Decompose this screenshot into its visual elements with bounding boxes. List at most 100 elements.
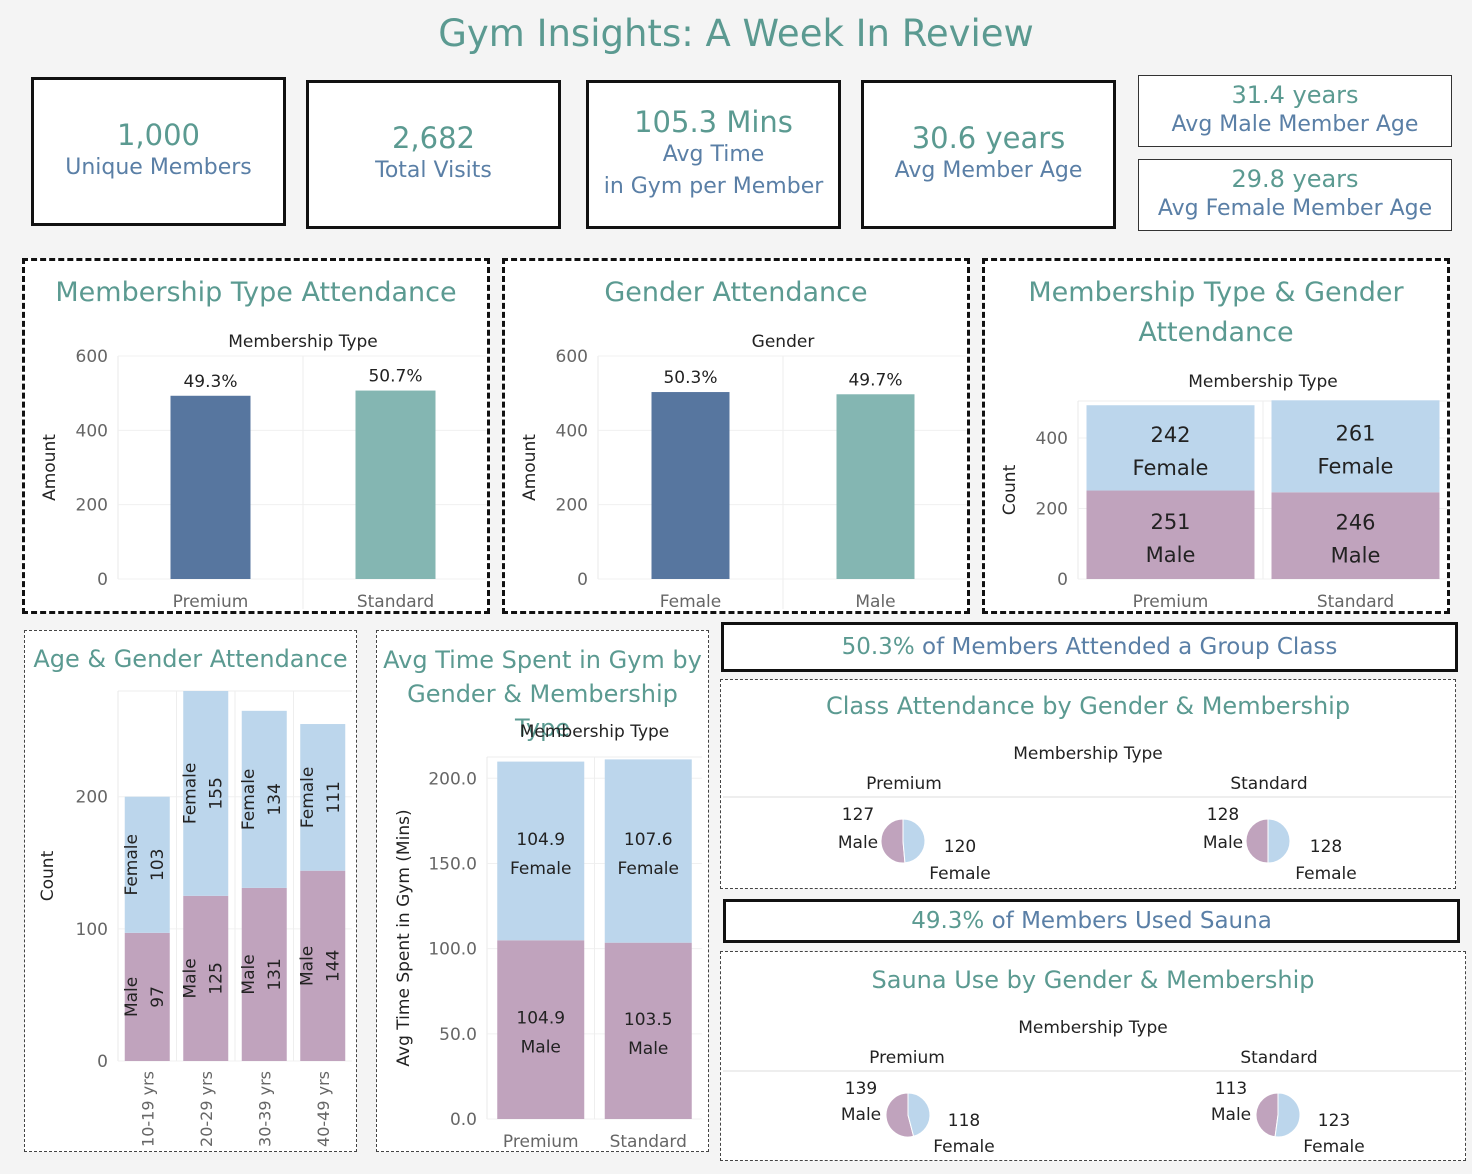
pie-slice-female-standard [1274,1092,1301,1138]
segment-label-value: 155 [207,777,227,809]
slice-value-female: 120 [944,837,976,857]
bar-male [836,394,915,579]
segment-male-40-49-yrs [300,870,346,1061]
y-tick-label: 50.0 [439,1025,477,1045]
segment-label-value: 131 [265,958,285,990]
age-gender-attendance-panel: Age & Gender Attendance 0 100 200 Count Male… [24,630,357,1152]
y-axis-label: Amount [520,434,540,501]
segment-female-standard [604,759,692,943]
segment-label-name: Male [1146,543,1196,567]
sauna-banner: 49.3% of Members Used Sauna [723,899,1460,943]
y-axis-label: Amount [40,434,60,501]
segment-label-value: 134 [265,783,285,815]
pie-slice-male-premium [880,818,906,864]
group-label-premium: Premium [869,1048,945,1068]
slice-name-female: Female [933,1137,994,1157]
y-tick-label: 200 [556,496,588,516]
y-tick-label: 200.0 [428,769,477,789]
kpi-label: Avg Time [662,142,765,167]
y-axis-label: Avg Time Spent in Gym (Mins) [394,809,414,1066]
slice-value-female: 123 [1318,1111,1350,1131]
segment-male-20-29-yrs [183,895,229,1061]
slice-name-male: Male [1203,833,1243,853]
chart-title: Gender Attendance [604,277,868,308]
segment-label-name: Male [239,954,259,994]
membership-type-attendance-panel: Membership Type Attendance Membership Ty… [22,258,490,614]
y-tick-label: 200 [76,496,108,516]
segment-label-name: Male [521,1038,561,1058]
banner-highlight: 49.3% [911,908,985,934]
data-label-premium: 49.3% [183,372,237,392]
slice-value-female: 118 [948,1111,980,1131]
segment-label-name: Female [122,834,142,895]
x-tick-label: Standard [357,592,434,611]
segment-male-premium [1086,490,1255,579]
x-tick-label: 10-19 yrs [138,1071,157,1147]
y-tick-label: 150.0 [428,854,477,874]
segment-label-value: 111 [324,781,344,813]
x-tick-label: 30-39 yrs [255,1071,274,1147]
chart-header: Membership Type [1018,1018,1168,1038]
segment-label-value: 242 [1150,423,1190,447]
segment-label-name: Female [298,767,318,828]
segment-label-value: 125 [207,962,227,994]
y-tick-label: 0.0 [450,1110,477,1130]
chart-header: Membership Type [1188,372,1338,392]
slice-name-female: Female [1295,864,1356,884]
kpi-value: 30.6 years [911,121,1066,155]
y-tick-label: 100 [76,920,108,940]
segment-label-value: 246 [1335,511,1375,535]
chart-title-line1: Membership Type & Gender [1028,277,1404,308]
kpi-unique-members: 1,000 Unique Members [31,77,286,226]
banner-highlight: 50.3% [841,634,915,660]
segment-label-value: 104.9 [516,1009,565,1029]
segment-male-premium [497,940,585,1119]
slice-name-male: Male [841,1105,881,1125]
y-axis-label: Count [1000,464,1020,515]
chart-header: Gender [752,332,815,352]
segment-male-standard [1271,492,1440,579]
segment-female-premium [497,761,585,941]
pie-slice-female-premium [902,818,926,864]
x-tick-label: Premium [1133,592,1209,611]
pie-slice-female-premium [907,1092,931,1137]
chart-header: Membership Type [1013,744,1163,764]
y-tick-label: 600 [556,347,588,367]
y-tick-label: 100.0 [428,940,477,960]
group-class-banner: 50.3% of Members Attended a Group Class [721,622,1458,672]
group-label-premium: Premium [866,774,942,794]
segment-label-name: Male [181,958,201,998]
kpi-label: Avg Member Age [894,158,1083,183]
kpi-total-visits: 2,682 Total Visits [306,80,561,229]
segment-female-premium [1086,405,1255,491]
segment-label-value: 261 [1335,421,1375,445]
kpi-avg-male-age: 31.4 years Avg Male Member Age [1138,75,1452,147]
x-tick-label: 40-49 yrs [314,1071,333,1147]
segment-male-30-39-yrs [241,887,287,1061]
x-tick-label: Female [660,592,721,611]
kpi-label: Avg Male Member Age [1171,112,1419,138]
kpi-avg-age: 30.6 years Avg Member Age [861,80,1116,229]
page-title: Gym Insights: A Week In Review [438,12,1034,55]
membership-gender-attendance-chart: Membership Type 0 200 400 Count 251 Male 242 Fem… [1000,372,1447,611]
bar-premium [170,395,251,579]
slice-value-male: 127 [842,805,874,825]
membership-gender-attendance-panel: Membership Type & Gender Attendance Memb… [982,258,1450,614]
segment-female-30-39-yrs [241,710,287,888]
segment-label-name: Male [122,977,142,1017]
segment-female-20-29-yrs [183,691,229,896]
class-attendance-chart: Membership Type Premium 127 Male 120 Female St… [723,744,1453,884]
y-tick-label: 200 [1036,500,1068,520]
y-axis-label: Count [38,850,58,901]
y-tick-label: 400 [556,421,588,441]
bar-standard [355,390,436,579]
y-tick-label: 0 [1057,570,1068,590]
x-tick-label: Standard [1317,592,1394,611]
segment-label-name: Female [1318,454,1394,478]
sauna-use-panel: Sauna Use by Gender & Membership Members… [720,951,1466,1161]
kpi-value: 105.3 Mins [634,105,793,139]
slice-name-female: Female [929,864,990,884]
segment-label-name: Female [618,859,679,879]
pie-slice-male-premium [885,1092,915,1138]
segment-female-10-19-yrs [124,796,170,933]
